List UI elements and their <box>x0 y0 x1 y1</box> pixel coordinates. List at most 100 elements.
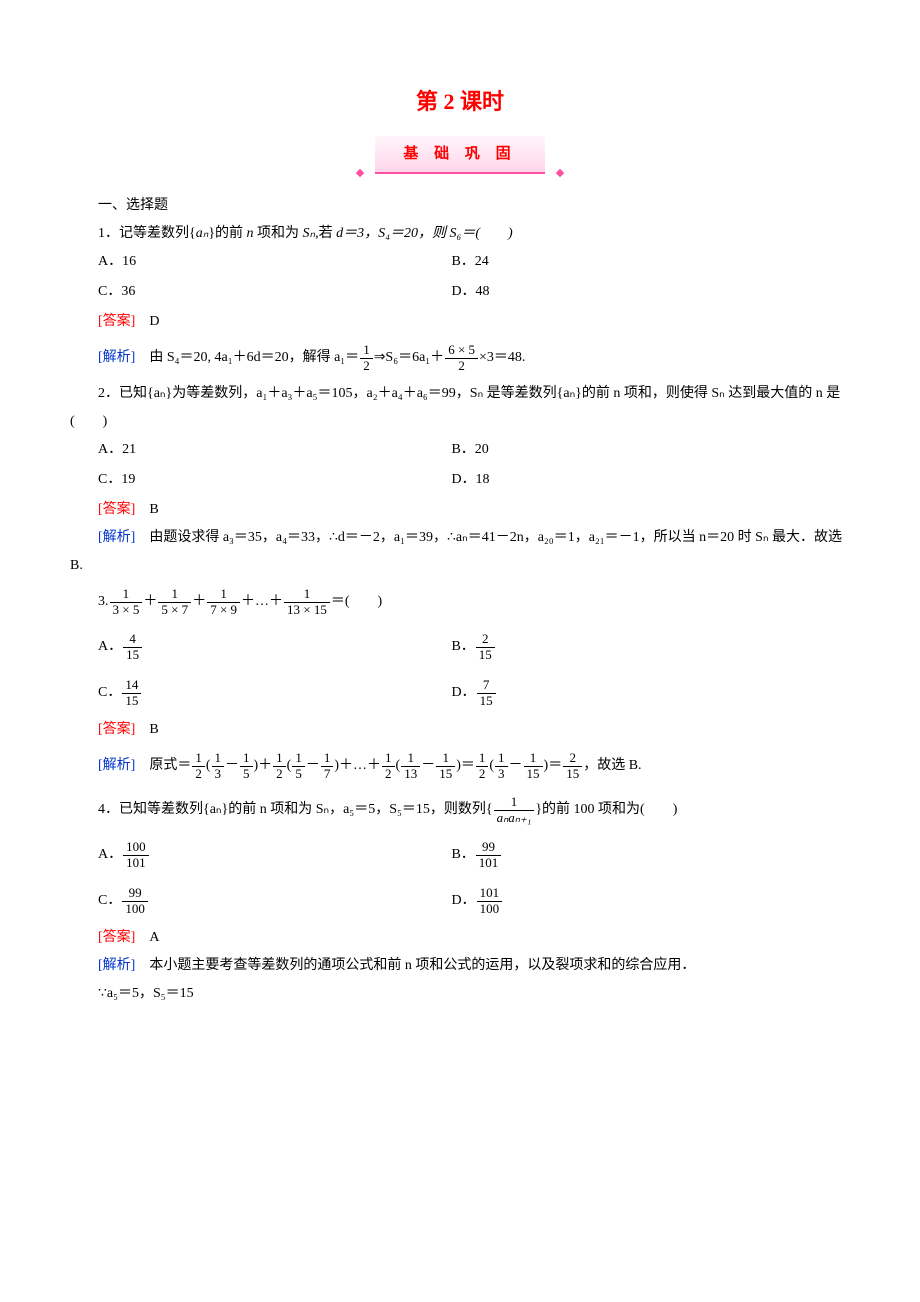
q3-eq2: ＝ <box>548 752 562 780</box>
q4-optA-pre: A． <box>98 841 122 869</box>
q4-analysis: [解析] 本小题主要考查等差数列的通项公式和前 n 项和公式的运用，以及裂项求和… <box>70 952 850 980</box>
q3-optB-den: 15 <box>476 648 495 662</box>
q3-lp4: ( <box>489 752 494 780</box>
q4-optB-num: 99 <box>476 840 502 855</box>
q3-analysis-label: [解析] <box>98 752 135 780</box>
q3-half2-num: 1 <box>273 751 286 766</box>
q3-f15b: 15 <box>292 751 305 781</box>
q3-tail: ＝( ) <box>331 588 382 616</box>
q3-half4-num: 1 <box>476 751 489 766</box>
q1-options: A．16 B．24 C．36 D．48 <box>70 248 850 308</box>
q3-term3: 12 ( 113 － 115 ) <box>381 751 461 781</box>
q3-stem: 3. 13 × 5 ＋ 15 × 7 ＋ 17 × 9 ＋…＋ 113 × 15… <box>70 580 850 624</box>
banner-text: 基 础 巩 固 <box>403 146 516 162</box>
q4-stem-frac: 1aₙaₙ₊₁ <box>494 795 535 825</box>
q1-text-3: 项和为 <box>254 226 303 241</box>
q4-optC-den: 100 <box>122 902 148 916</box>
q4-optD-den: 100 <box>477 902 503 916</box>
q4-stem-1: 4．已知等差数列{aₙ}的前 n 项和为 Sₙ，a₅＝5，S₅＝15，则数列{ <box>98 796 493 824</box>
q1-text-1: 1．记等差数列{ <box>98 226 196 241</box>
q4-line2: ∵a₅＝5，S₅＝15 <box>70 980 850 1008</box>
q3-answer-label: [答案] <box>98 722 135 737</box>
q3-f17-den: 7 <box>321 767 334 781</box>
q4-stem-2: }的前 100 项和为( ) <box>535 796 677 824</box>
q4-stem: 4．已知等差数列{aₙ}的前 n 项和为 Sₙ，a₅＝5，S₅＝15，则数列{ … <box>70 788 850 832</box>
q1-an-3: ×3＝48. <box>479 344 525 372</box>
q4-optB: B． 99101 <box>451 832 804 878</box>
lesson-title: 第 2 课时 <box>70 80 850 124</box>
q4-analysis-text: 本小题主要考查等差数列的通项公式和前 n 项和公式的运用，以及裂项求和的综合应用… <box>135 958 695 973</box>
q1-analysis-label: [解析] <box>98 344 135 372</box>
banner-dot-left <box>356 169 364 177</box>
q4-optC-frac: 99100 <box>122 886 148 916</box>
q4-optA-num: 100 <box>123 840 149 855</box>
q1-optD: D．48 <box>451 278 804 306</box>
q3-optD: D． 715 <box>451 670 804 716</box>
q1-seq: aₙ <box>196 226 209 241</box>
q3-f113-num: 1 <box>401 751 420 766</box>
q3-t2-den: 5 × 7 <box>158 603 191 617</box>
q2-options: A．21 B．20 C．19 D．18 <box>70 436 850 496</box>
q1-frac2: 6 × 52 <box>445 343 478 373</box>
q3-f115b-num: 1 <box>524 751 543 766</box>
q1-answer-line: [答案] D <box>70 308 850 336</box>
q3-eq1: ＝ <box>461 752 475 780</box>
q4-optC-pre: C． <box>98 887 121 915</box>
q3-minus4: － <box>509 752 523 780</box>
q3-an-dots: ＋…＋ <box>339 752 381 780</box>
q3-t3-den: 7 × 9 <box>207 603 240 617</box>
q3-f15: 15 <box>240 751 253 781</box>
q3-analysis: [解析] 原式＝ 12 ( 13 － 15 ) ＋ 12 ( 15 － 17 )… <box>70 744 850 788</box>
q3-t4-num: 1 <box>284 587 330 602</box>
q4-optD-num: 101 <box>477 886 503 901</box>
q3-f115-den: 15 <box>436 767 455 781</box>
q1-optB: B．24 <box>451 248 804 276</box>
q2-stem: 2．已知{aₙ}为等差数列，a₁＋a₃＋a₅＝105，a₂＋a₄＋a₆＝99，S… <box>70 380 850 436</box>
q1-answer-label: [答案] <box>98 314 135 329</box>
q4-optA-frac: 100101 <box>123 840 149 870</box>
q4-stem-frac-num: 1 <box>494 795 535 810</box>
q3-optD-pre: D． <box>451 679 475 707</box>
q1-frac1-den: 2 <box>360 359 373 373</box>
q3-lp3: ( <box>396 752 401 780</box>
q1-frac2-den: 2 <box>445 359 478 373</box>
q3-t2-num: 1 <box>158 587 191 602</box>
q4-options: A． 100101 B． 99101 C． 99100 D． 101100 <box>70 832 850 924</box>
q3-an-tail: ，故选 B. <box>583 752 641 780</box>
q4-optC-num: 99 <box>122 886 148 901</box>
q3-f13b: 13 <box>495 751 508 781</box>
q3-answer: B <box>135 722 158 737</box>
q3-optA: A． 415 <box>98 624 451 670</box>
q1-answer: D <box>135 314 159 329</box>
q3-plus2: ＋ <box>192 588 206 616</box>
q3-f115b-den: 15 <box>524 767 543 781</box>
q1-s: Sₙ <box>303 226 316 241</box>
q2-analysis-text: 由题设求得 a₃＝35，a₄＝33，∴d＝－2，a₁＝39，∴aₙ＝41－2n，… <box>70 530 842 573</box>
q1-n: n <box>247 226 254 241</box>
banner-wrap: 基 础 巩 固 <box>70 136 850 174</box>
q4-optB-pre: B． <box>451 841 474 869</box>
q1-frac1-num: 1 <box>360 343 373 358</box>
q3-f15b-num: 1 <box>292 751 305 766</box>
q3-half1-num: 1 <box>192 751 205 766</box>
q3-f15-den: 5 <box>240 767 253 781</box>
q3-half1-den: 2 <box>192 767 205 781</box>
q3-f113: 113 <box>401 751 420 781</box>
q3-optA-den: 15 <box>123 648 142 662</box>
q3-t1-den: 3 × 5 <box>110 603 143 617</box>
q3-options: A． 415 B． 215 C． 1415 D． 715 <box>70 624 850 716</box>
q3-optB-num: 2 <box>476 632 495 647</box>
q3-optB-pre: B． <box>451 633 474 661</box>
q3-half4: 12 <box>476 751 489 781</box>
q3-optD-num: 7 <box>477 678 496 693</box>
q3-optA-pre: A． <box>98 633 122 661</box>
q2-answer: B <box>135 502 158 517</box>
q2-answer-line: [答案] B <box>70 496 850 524</box>
q3-f17-num: 1 <box>321 751 334 766</box>
q2-analysis-label: [解析] <box>98 530 135 545</box>
section-banner: 基 础 巩 固 <box>375 136 544 174</box>
q3-f13-den: 3 <box>212 767 225 781</box>
q1-an-2: ⇒S₆＝6a₁＋ <box>374 344 445 372</box>
q3-optC: C． 1415 <box>98 670 451 716</box>
q3-optD-frac: 715 <box>477 678 496 708</box>
